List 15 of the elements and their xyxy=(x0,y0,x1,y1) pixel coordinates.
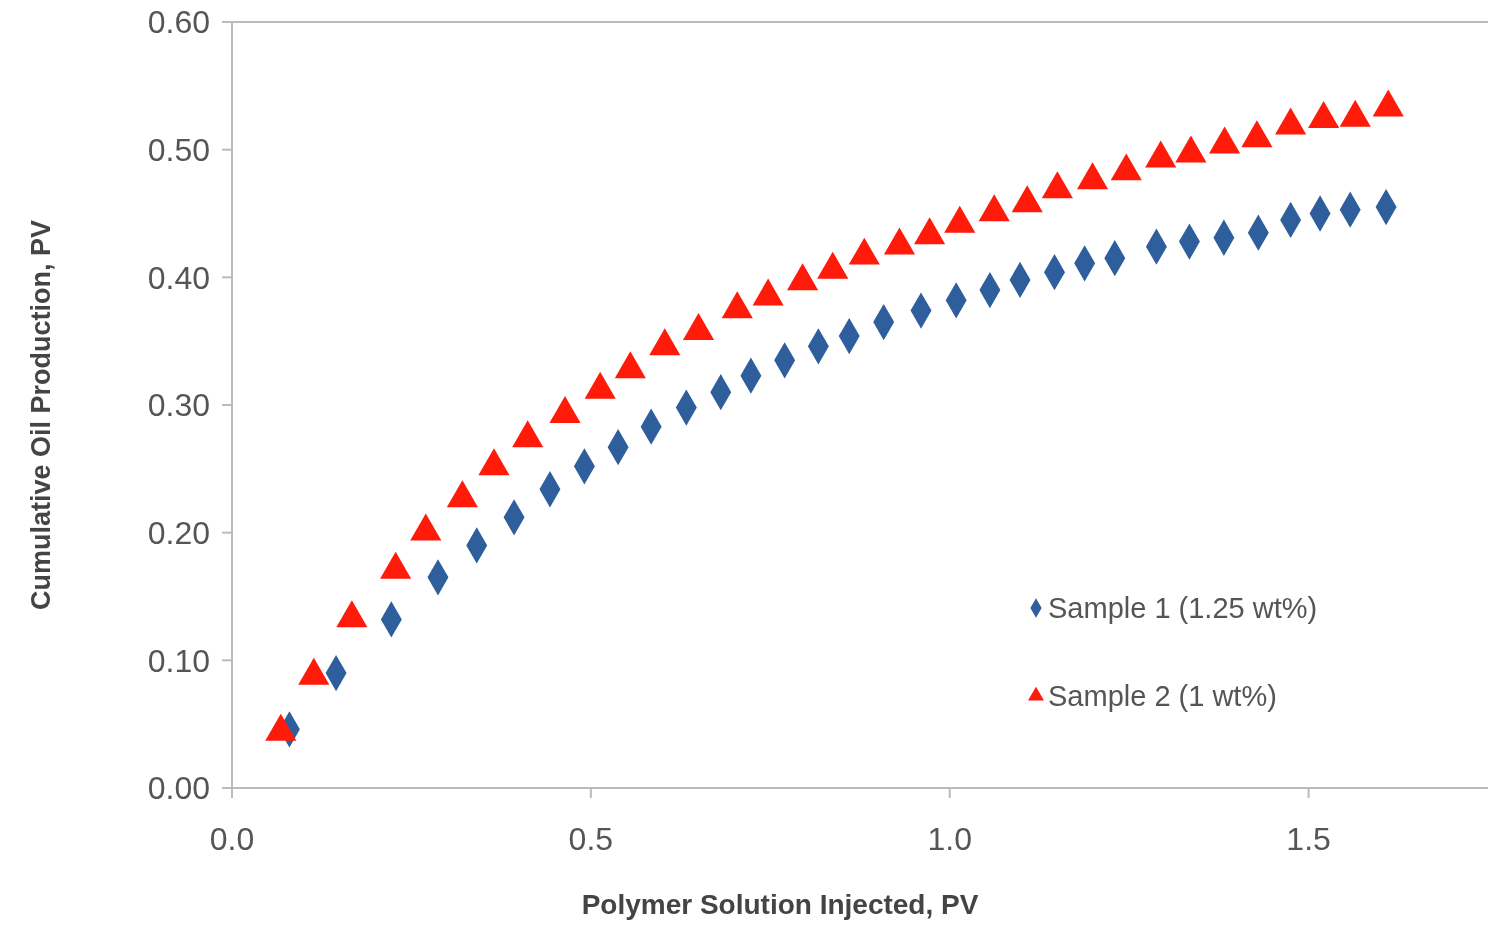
y-axis-title: Cumulative Oil Production, PV xyxy=(26,219,56,611)
x-tick-label: 0.0 xyxy=(209,821,255,857)
y-tick-label: 0.40 xyxy=(147,259,210,296)
x-axis-title: Polymer Solution Injected, PV xyxy=(581,889,979,920)
y-tick-label: 0.50 xyxy=(147,131,210,168)
x-tick-label: 0.5 xyxy=(568,821,614,857)
y-tick-label: 0.30 xyxy=(147,387,210,424)
legend-label: Sample 2 (1 wt%) xyxy=(1048,680,1277,713)
y-tick-label: 0.60 xyxy=(147,4,210,41)
y-tick-label: 0.20 xyxy=(147,514,210,551)
x-tick-label: 1.5 xyxy=(1286,821,1331,857)
legend-label: Sample 1 (1.25 wt%) xyxy=(1048,592,1318,625)
x-tick-label: 1.0 xyxy=(927,821,972,857)
y-tick-label: 0.00 xyxy=(147,770,210,807)
y-tick-label: 0.10 xyxy=(147,642,210,679)
